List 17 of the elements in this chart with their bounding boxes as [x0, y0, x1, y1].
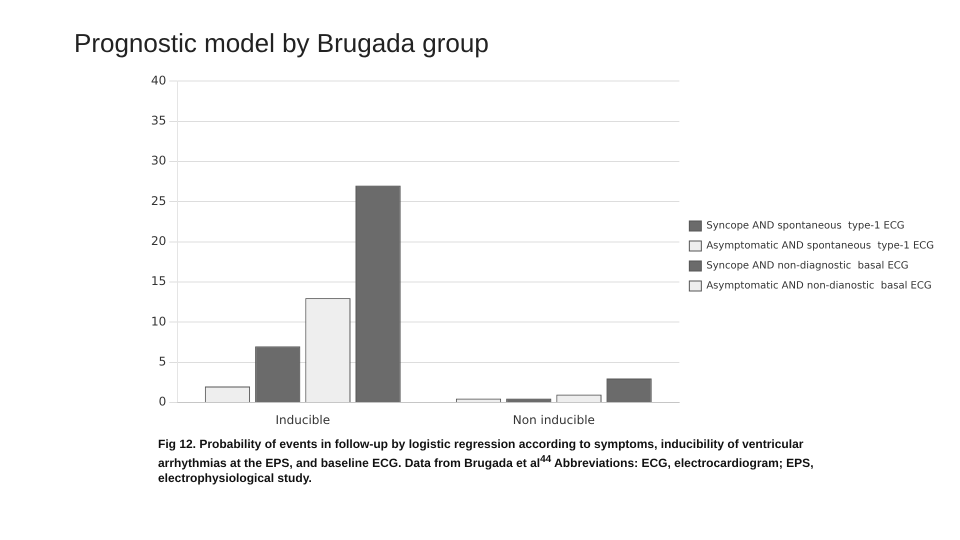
legend-label: Asymptomatic AND spontaneous type-1 ECG: [706, 240, 934, 252]
text: Fig 12. Probability of events in follow-up by logistic regression according to symptoms, inducibility of ventricular arrhythmias at the EPS, and baseline ECG. Data from Brugada et al$^{44}$ Abbreviations: ECG, electrocardiogram; EPS, electrophysiological study.: [158, 437, 814, 486]
legend-label: Syncope AND spontaneous type-1 ECG: [706, 220, 905, 232]
y-tick-label: 40: [150, 73, 166, 88]
legend-label: Asymptomatic AND non-dianostic basal ECG: [706, 280, 932, 292]
x-tick-label: Non inducible: [512, 412, 595, 427]
x-tick-label: Inducible: [275, 412, 330, 427]
y-tick-label: 10: [150, 314, 166, 328]
chart-title: Prognostic model by Brugada group: [74, 28, 490, 59]
y-tick-label: 15: [150, 274, 166, 288]
y-tick-label: 30: [150, 154, 166, 168]
y-tick-label: 35: [150, 114, 166, 128]
y-tick-label: 20: [150, 234, 166, 248]
legend-label: Syncope AND non-diagnostic basal ECG: [706, 260, 908, 272]
y-tick-label: 0: [158, 394, 166, 409]
y-tick-label: 25: [150, 194, 166, 208]
y-tick-label: 5: [158, 354, 166, 369]
